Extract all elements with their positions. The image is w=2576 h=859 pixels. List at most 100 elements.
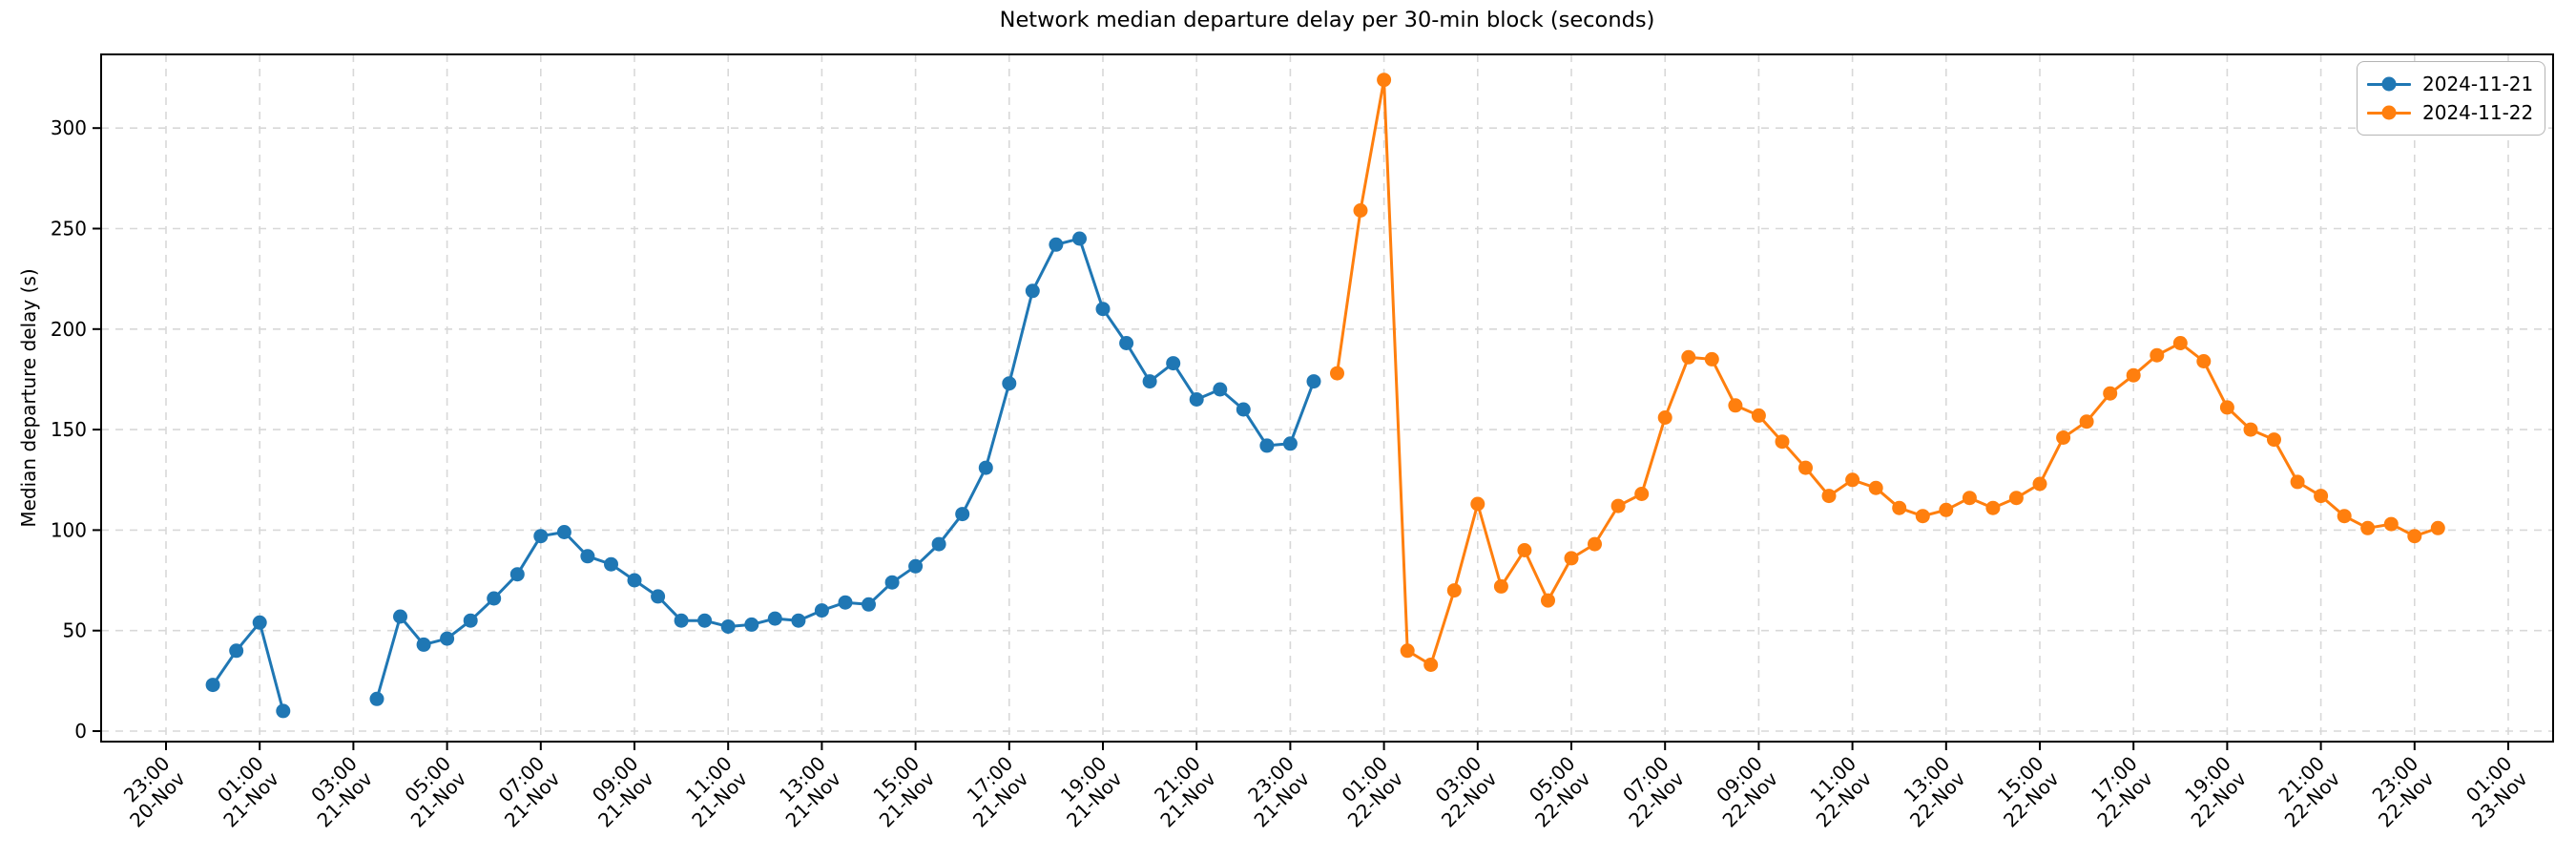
data-point [1119, 336, 1134, 350]
data-point [2196, 354, 2212, 368]
data-point [1259, 438, 1275, 453]
data-point [1892, 500, 1907, 515]
data-point [2290, 474, 2305, 490]
data-point [1423, 658, 1439, 672]
data-point [1353, 203, 1368, 218]
data-point [276, 703, 291, 719]
data-point [955, 507, 970, 522]
series-line-2024-11-22 [1336, 78, 2439, 666]
data-point [697, 613, 713, 628]
data-point [369, 691, 384, 706]
axis-ticks [93, 127, 2509, 750]
data-point [767, 611, 782, 626]
data-point [1470, 496, 1485, 512]
data-point [814, 603, 829, 618]
legend-box: 2024-11-21 2024-11-22 [2357, 61, 2545, 136]
y-tick-label: 300 [51, 116, 87, 139]
series-line-2024-11-21 [211, 237, 1316, 712]
data-point [791, 613, 806, 628]
data-point [1493, 578, 1508, 594]
data-point [393, 609, 407, 624]
data-point [487, 591, 502, 606]
data-point [674, 613, 689, 628]
y-tick-label: 100 [51, 518, 87, 541]
data-point [556, 525, 571, 539]
data-point [2267, 432, 2281, 448]
legend-line-marker-orange [2367, 111, 2411, 115]
data-point [651, 589, 666, 604]
data-point [1564, 551, 1579, 566]
plot-area-border [100, 53, 2554, 743]
data-point [627, 573, 642, 588]
legend-entry-2024-11-22: 2024-11-22 [2367, 98, 2535, 127]
y-tick-label: 200 [51, 318, 87, 341]
data-point [1517, 543, 1532, 557]
data-point [2032, 476, 2047, 492]
data-point [229, 643, 244, 659]
data-point [908, 558, 924, 574]
data-point [862, 597, 876, 612]
y-tick-label: 150 [51, 418, 87, 441]
data-point [1446, 583, 1462, 598]
data-point [2172, 336, 2188, 350]
data-point [1704, 351, 1719, 367]
data-point [1868, 480, 1883, 495]
data-point [1142, 374, 1157, 389]
data-point [2407, 529, 2422, 544]
data-point [1728, 398, 1743, 413]
data-point [1400, 643, 1415, 659]
data-point [1775, 434, 1790, 450]
gridlines [101, 54, 2553, 742]
data-point [2430, 520, 2445, 535]
data-point [1610, 498, 1626, 513]
data-point [2103, 386, 2118, 401]
data-point [1282, 436, 1298, 451]
data-point [205, 678, 220, 693]
data-point [838, 595, 853, 610]
data-point [2383, 516, 2399, 532]
data-point [978, 460, 993, 475]
data-point [2126, 367, 2141, 383]
data-point [2360, 520, 2376, 535]
data-point [440, 631, 455, 646]
data-point [2243, 422, 2258, 437]
data-point [1985, 500, 2001, 515]
data-point [1751, 408, 1766, 423]
data-point [1049, 237, 1064, 252]
series-2024-11-21 [205, 231, 1321, 719]
chart-title: Network median departure delay per 30-mi… [999, 8, 1655, 32]
legend-line-marker-blue [2367, 82, 2411, 86]
data-point [1962, 491, 1977, 506]
legend-label: 2024-11-22 [2422, 101, 2534, 124]
data-point [744, 617, 759, 632]
data-point [1377, 73, 1392, 88]
data-point [1330, 366, 1344, 381]
series-2024-11-22 [1330, 73, 2445, 672]
data-point [1072, 231, 1087, 246]
data-point [2314, 489, 2329, 504]
data-point [1166, 356, 1181, 371]
data-point [1588, 536, 1602, 552]
